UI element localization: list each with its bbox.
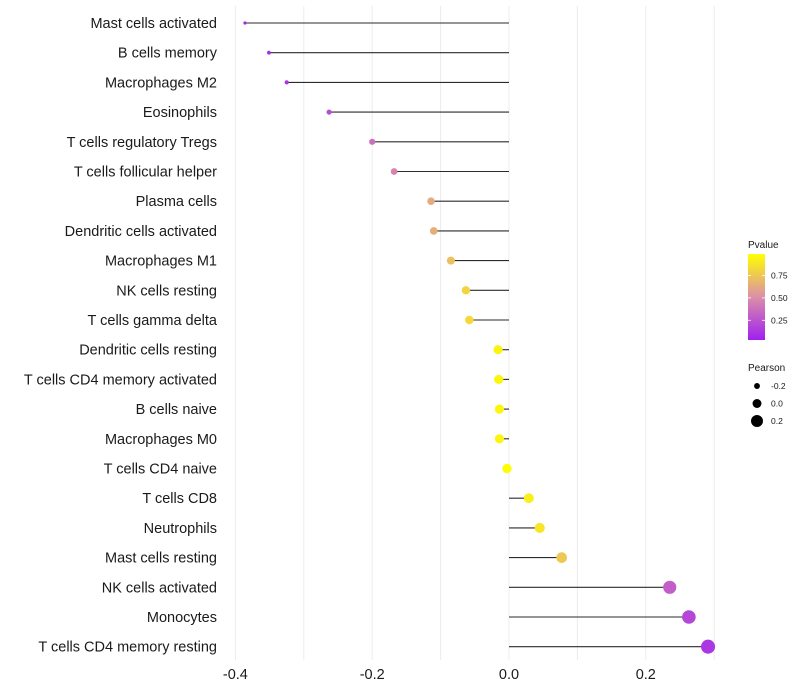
lollipop-point (243, 21, 247, 25)
pearson-legend: Pearson -0.2 0.0 0.2 (748, 363, 786, 427)
x-tick-label: -0.4 (223, 667, 248, 683)
lollipop-point (284, 80, 289, 85)
y-tick-label: Dendritic cells activated (65, 224, 217, 240)
y-tick-label: T cells CD4 memory activated (24, 372, 217, 388)
lollipop-points (243, 21, 716, 654)
lollipop-point (556, 552, 567, 563)
y-tick-label: Eosinophils (143, 105, 217, 121)
y-tick-label: Macrophages M0 (105, 432, 217, 448)
lollipop-point (465, 315, 474, 325)
lollipop-point (429, 227, 438, 235)
y-tick-label: T cells CD8 (142, 491, 217, 507)
y-tick-label: T cells CD4 naive (104, 462, 217, 478)
y-axis-labels: Mast cells activated B cells memory Macrop… (24, 16, 218, 656)
size-legend-key (752, 399, 762, 408)
y-tick-label: Mast cells resting (105, 551, 217, 567)
lollipop-point (326, 109, 332, 115)
lollipop-point (267, 50, 271, 55)
size-legend-label: 0.0 (771, 399, 783, 409)
grid-lines (234, 6, 715, 660)
lollipop-point (494, 374, 504, 384)
lollipop-point (390, 168, 398, 175)
colorbar-tick-label: 0.75 (771, 271, 788, 281)
y-tick-label: Dendritic cells resting (79, 343, 217, 359)
colorbar-tick-label: 0.50 (771, 293, 788, 303)
x-tick-label: 0.2 (636, 667, 656, 683)
x-tick-label: 0.0 (499, 667, 519, 683)
lollipop-point (663, 580, 677, 594)
x-axis-ticks: -0.4 -0.2 0.0 0.2 (223, 667, 656, 683)
lollipop-point (701, 639, 716, 654)
y-tick-label: T cells regulatory Tregs (67, 135, 217, 151)
y-tick-label: Neutrophils (144, 521, 217, 537)
lollipop-point (369, 138, 376, 145)
y-tick-label: B cells memory (118, 46, 218, 62)
y-tick-label: Macrophages M1 (105, 254, 217, 270)
size-legend-label: 0.2 (771, 416, 783, 426)
size-legend-key (751, 415, 763, 427)
lollipop-point (523, 493, 534, 504)
lollipop-point (682, 610, 696, 624)
pearson-legend-title: Pearson (748, 363, 785, 374)
y-tick-label: T cells follicular helper (74, 165, 217, 181)
y-tick-label: T cells gamma delta (88, 313, 218, 329)
pvalue-legend: Pvalue 0.25 0.50 0.75 (748, 240, 788, 340)
lollipop-point (461, 286, 471, 295)
colorbar-tick-label: 0.25 (771, 315, 788, 325)
y-tick-label: Plasma cells (136, 194, 217, 210)
lollipop-point (446, 256, 455, 265)
y-tick-label: NK cells resting (116, 283, 217, 299)
pvalue-colorbar (748, 254, 765, 340)
lollipop-point (494, 434, 505, 444)
y-tick-label: Mast cells activated (90, 16, 217, 32)
y-tick-label: Macrophages M2 (105, 75, 217, 91)
y-tick-label: NK cells activated (102, 580, 217, 596)
size-legend-key (754, 383, 760, 389)
pvalue-legend-title: Pvalue (748, 240, 779, 251)
y-tick-label: B cells naive (136, 402, 217, 418)
lollipop-point (502, 463, 512, 474)
lollipop-point (534, 522, 545, 533)
lollipop-point (493, 345, 503, 355)
x-tick-label: -0.2 (360, 667, 385, 683)
y-tick-label: T cells CD4 memory resting (38, 640, 217, 656)
lollipop-point (427, 197, 435, 205)
size-legend-label: -0.2 (771, 381, 786, 391)
y-tick-label: Monocytes (147, 610, 217, 626)
lollipop-point (494, 404, 505, 414)
lollipop-stems (244, 22, 709, 648)
